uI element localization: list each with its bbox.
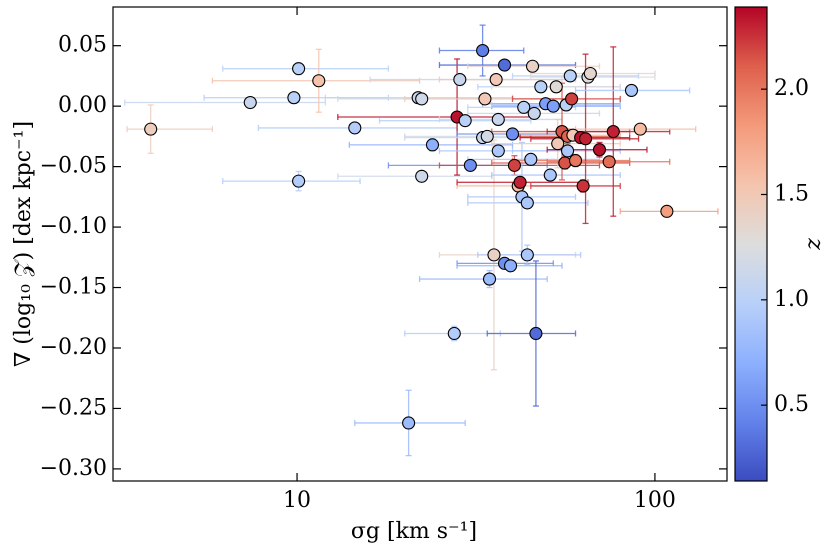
colorbar-label: z <box>801 238 826 251</box>
point <box>558 156 572 170</box>
y-tick-label: −0.25 <box>40 395 107 420</box>
point <box>402 416 416 430</box>
points <box>144 43 674 430</box>
point <box>447 326 461 341</box>
point <box>624 83 639 97</box>
point <box>292 62 306 76</box>
point <box>524 152 538 166</box>
point <box>312 74 326 88</box>
point <box>497 58 512 72</box>
point <box>478 92 492 106</box>
point <box>543 168 557 182</box>
point <box>592 143 607 157</box>
point <box>568 154 583 168</box>
point <box>505 127 520 141</box>
y-tick-label: −0.30 <box>40 456 107 481</box>
point <box>517 100 531 114</box>
point <box>660 204 674 218</box>
y-tick-label: −0.20 <box>40 335 107 360</box>
point <box>527 106 541 120</box>
point <box>348 121 362 135</box>
colorbar-tick-label: 2.0 <box>774 76 809 101</box>
point <box>504 259 518 273</box>
point <box>480 129 494 143</box>
point <box>561 144 575 158</box>
point <box>525 59 540 73</box>
point <box>549 80 563 94</box>
point <box>507 158 521 172</box>
colorbar-frame <box>734 6 768 482</box>
point <box>520 196 534 210</box>
colorbar <box>735 7 767 481</box>
point <box>534 80 548 94</box>
y-tick-label: 0.00 <box>58 93 107 118</box>
y-tick-label: −0.10 <box>40 214 107 239</box>
point <box>576 179 590 193</box>
point <box>551 137 565 151</box>
point <box>243 95 257 110</box>
point <box>583 66 597 81</box>
point <box>144 122 158 136</box>
point <box>415 169 429 183</box>
point <box>458 114 472 128</box>
x-tick-label: 100 <box>634 488 676 513</box>
point <box>491 112 505 127</box>
point <box>565 92 579 106</box>
y-tick-label: −0.05 <box>40 154 107 179</box>
point <box>463 158 477 172</box>
y-tick-label: −0.15 <box>40 275 107 300</box>
point <box>602 155 616 169</box>
point <box>633 122 647 136</box>
point <box>546 99 560 113</box>
x-axis-label: σg [km s⁻¹] <box>351 519 477 544</box>
point <box>482 272 497 286</box>
x-tick-label: 10 <box>283 488 311 513</box>
point <box>476 43 490 58</box>
point <box>520 248 534 262</box>
point <box>415 92 429 106</box>
point <box>529 326 543 341</box>
point <box>563 69 577 83</box>
point <box>425 138 440 152</box>
point <box>513 175 527 189</box>
colorbar-tick-label: 0.5 <box>774 392 809 417</box>
plot-frame <box>112 6 728 482</box>
y-tick-label: 0.05 <box>58 33 107 58</box>
y-axis-label: ∇ (log₁₀ 𝒵) [dex kpc⁻¹] <box>11 121 36 367</box>
point <box>491 144 505 158</box>
point <box>579 132 593 146</box>
point <box>487 248 501 262</box>
point <box>292 174 306 188</box>
point <box>287 91 301 105</box>
point <box>453 73 467 87</box>
colorbar-tick-label: 1.0 <box>774 287 809 312</box>
point <box>606 124 620 139</box>
colorbar-tick-label: 1.5 <box>774 181 809 206</box>
point <box>489 73 503 87</box>
